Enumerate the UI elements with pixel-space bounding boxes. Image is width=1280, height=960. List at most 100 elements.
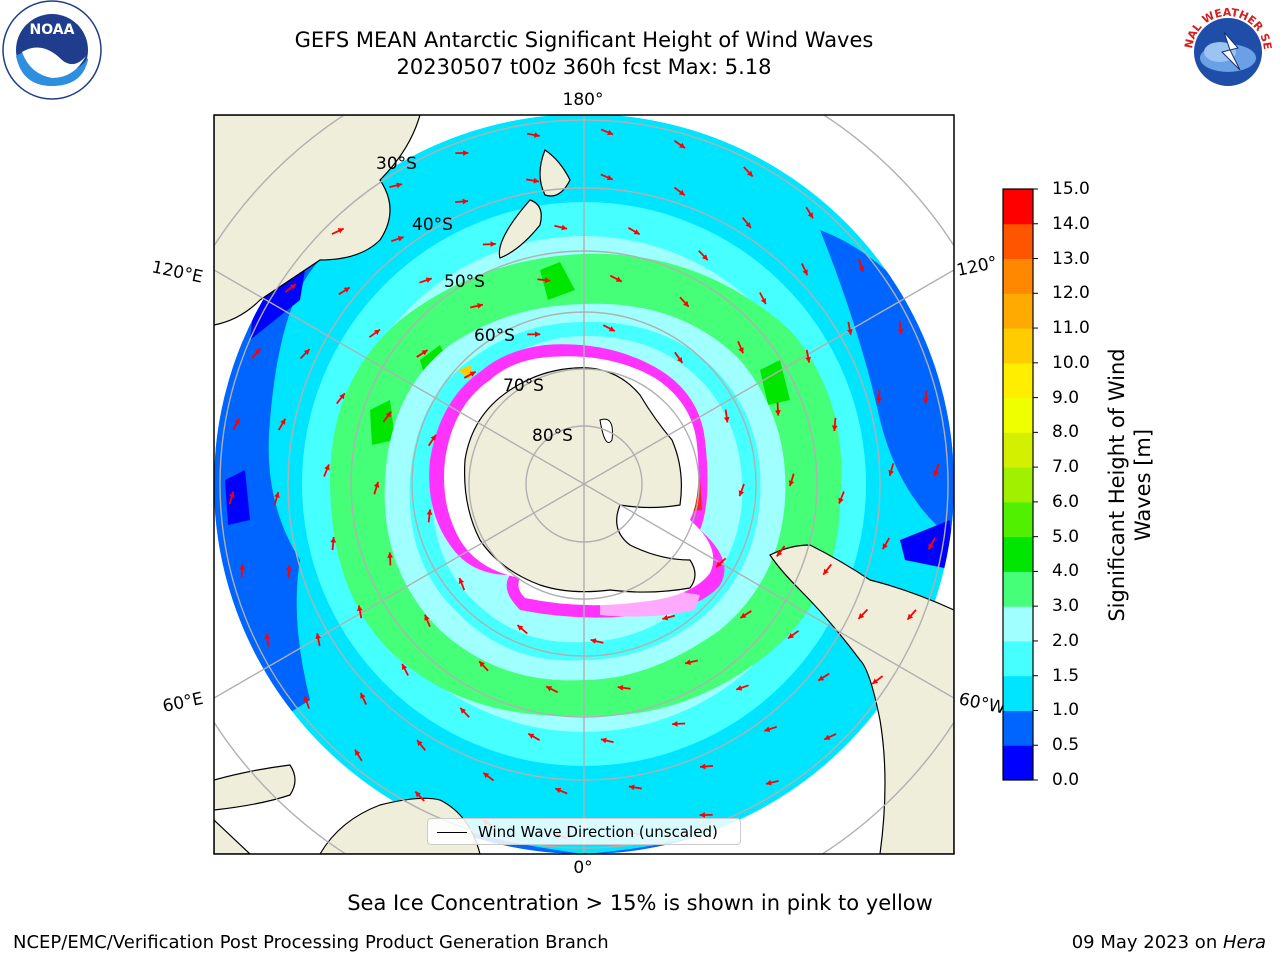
colorbar-segment [1003,328,1033,364]
colorbar-segment [1003,189,1033,225]
nws-logo: NATIONAL WEATHER SERVICE [1178,0,1276,98]
wave-arrow-head [417,740,423,747]
map-frame [213,114,955,855]
wave-arrow-head [700,763,706,770]
wave-arrow-head [745,221,751,228]
wave-arrow-head [528,733,535,739]
wave-arrow-head [788,480,795,487]
wave-arrow-head [858,265,865,272]
map-legend: Wind Wave Direction (unscaled) [427,818,741,845]
colorbar-tick-label: 10.0 [1052,352,1090,373]
lon-label-60e: 60°E [161,689,205,717]
lat-label-70s: 70°S [503,376,544,396]
wave-arrow-head [662,614,669,621]
colorbar-tick-label: 8.0 [1052,422,1080,443]
wave-arrow-head [740,612,747,618]
colorbar-segment [1003,675,1033,711]
footer-host: Hera [1222,932,1266,953]
wave-arrow-head [534,132,540,138]
wave-arrow-head [462,198,468,205]
wave-arrow-head [607,129,614,136]
wave-arrow-head [738,347,744,354]
map-title-line1: GEFS MEAN Antarctic Significant Height o… [294,28,874,52]
wave-arrow-head [483,772,490,779]
wave-arrow-head [479,661,485,668]
wave-arrow-head [764,726,771,732]
colorbar-tick-label: 2.0 [1052,630,1080,651]
wave-arrow-head [274,492,280,499]
noaa-logo-text: NOAA [30,22,75,38]
wave-arrow-head [807,212,813,219]
wave-arrow-head [460,707,466,714]
wave-arrow-head [776,550,783,557]
wave-arrow-head [533,177,540,184]
wave-arrow-head [324,464,330,471]
wave-arrow-head [355,749,361,756]
wave-arrow-head [385,411,392,418]
wave-arrow-head [847,328,853,335]
wave-arrow-head [858,613,865,619]
colorbar-title-line2: Waves [m] [1131,428,1155,542]
wave-arrow-head [490,241,496,247]
wave-arrow-head [374,329,380,336]
wave-arrow-head [876,397,882,403]
wave-arrow-head [672,721,678,727]
wave-arrow-head [760,298,766,305]
wind-wave-arrows [228,128,940,840]
wave-arrow-head [723,416,730,423]
noaa-logo: NOAA [2,0,102,100]
wave-arrow-head [544,277,551,284]
colorbar-segment [1003,467,1033,503]
lon-label-0: 0° [573,858,592,878]
wave-arrow-head [387,552,393,558]
wave-arrow-head [677,356,683,363]
colorbar-segment [1003,397,1033,433]
wave-arrow-head [337,228,344,234]
wave-arrow-head [823,568,829,575]
wave-arrow-head [716,561,722,568]
graticule [214,115,954,854]
wave-arrow-head [424,614,430,621]
wave-arrow-head [738,490,745,497]
wave-arrow-head [546,686,553,692]
wave-arrow-head [360,692,366,699]
wave-arrow-head [303,349,310,355]
wave-arrow-head [775,410,781,416]
wave-arrow-head [534,331,541,338]
wave-arrow-head [617,684,624,691]
wave-arrow-head [402,663,408,670]
legend-label: Wind Wave Direction (unscaled) [478,823,718,841]
colorbar-tick-label: 13.0 [1052,248,1090,269]
wave-arrow-head [928,543,934,550]
wave-arrow-head [922,398,929,404]
wave-arrow-head [339,393,345,400]
lon-label-60w: 60°W [957,689,1007,718]
wave-arrow-head [679,142,686,149]
colorbar-tick-label: 0.5 [1052,735,1080,756]
wave-arrow-head [882,543,888,550]
colorbar-segment [1003,293,1033,329]
wave-arrow-head [678,189,685,196]
wave-arrow-head [933,470,939,477]
wave-arrow-head [683,300,689,307]
colorbar-tick-label: 5.0 [1052,526,1080,547]
wave-arrow-head [765,779,772,786]
wave-arrow-head [736,685,743,691]
wave-arrow-head [633,229,640,235]
wave-arrow-head [788,632,794,639]
colorbar-segment [1003,606,1033,642]
wave-arrow-head [343,287,350,293]
wave-arrow-head [831,425,838,431]
wave-arrow-head [396,182,403,189]
colorbar-segment [1003,536,1033,572]
lat-label-30s: 30°S [376,154,417,174]
colorbar-tick-label: 11.0 [1052,318,1090,339]
colorbar-tick-label: 6.0 [1052,491,1080,512]
lat-label-40s: 40°S [412,215,453,235]
colorbar-tick-label: 3.0 [1052,596,1080,617]
footer-date-text: 09 May 2023 on [1071,932,1223,953]
colorbar-segment [1003,745,1033,781]
colorbar-segment [1003,501,1033,538]
wave-arrow-head [824,734,831,740]
